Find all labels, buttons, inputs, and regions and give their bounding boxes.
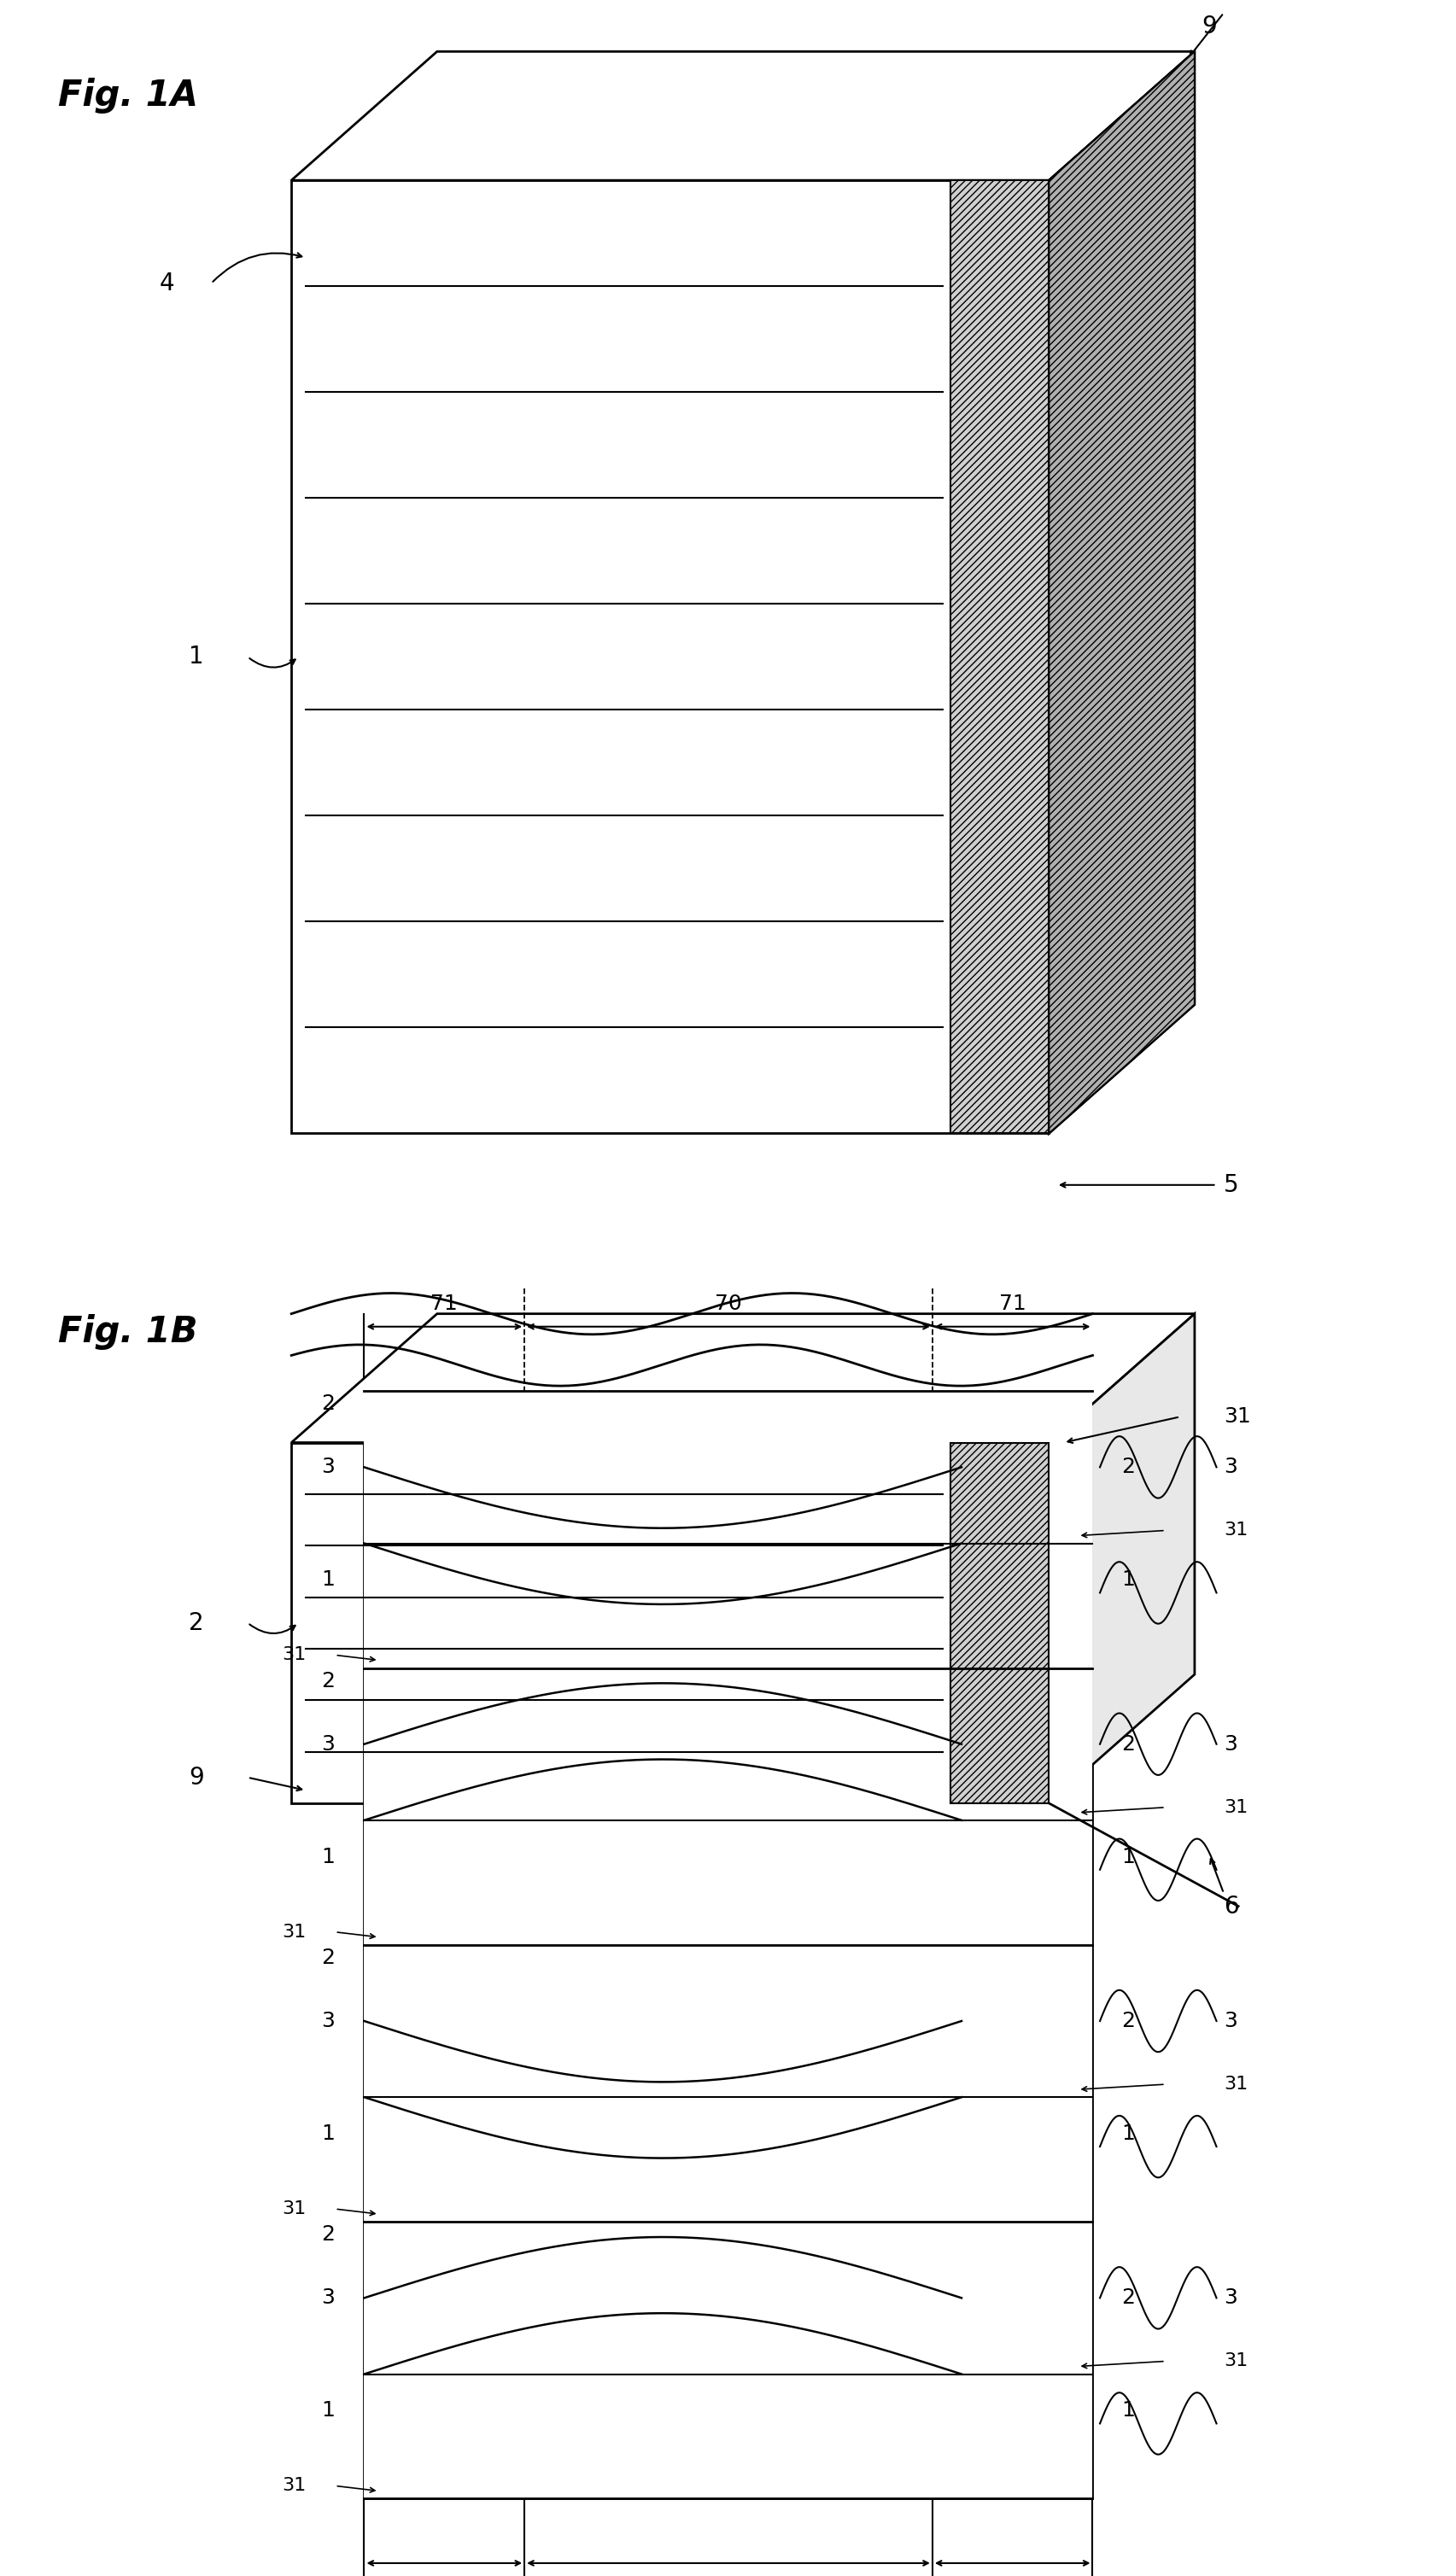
Text: 31: 31 bbox=[281, 1646, 306, 1664]
Text: 6: 6 bbox=[1223, 1893, 1238, 1919]
Bar bbox=[364, 1669, 1092, 1821]
Text: 3: 3 bbox=[1223, 1458, 1236, 1479]
Text: 4: 4 bbox=[160, 270, 175, 296]
Text: 5: 5 bbox=[1223, 1172, 1238, 1198]
Text: 2: 2 bbox=[1121, 2012, 1134, 2032]
Text: 71: 71 bbox=[999, 1293, 1025, 1314]
Text: 3: 3 bbox=[1223, 1734, 1236, 1754]
Text: 31: 31 bbox=[1223, 2352, 1248, 2370]
Text: 2: 2 bbox=[322, 2226, 335, 2244]
Text: 31: 31 bbox=[1223, 1406, 1251, 1427]
Bar bbox=[364, 1821, 1092, 1945]
Text: 2: 2 bbox=[1121, 1734, 1134, 1754]
Bar bbox=[364, 2097, 1092, 2221]
Bar bbox=[364, 1391, 1092, 2499]
Text: 2: 2 bbox=[322, 1394, 335, 1414]
Text: 31: 31 bbox=[1223, 1798, 1248, 1816]
Text: 31: 31 bbox=[281, 1924, 306, 1940]
Text: 9: 9 bbox=[189, 1765, 204, 1790]
Text: Fig. 1B: Fig. 1B bbox=[58, 1314, 198, 1350]
Text: 1: 1 bbox=[322, 1569, 335, 1589]
Bar bbox=[364, 1543, 1092, 1669]
Text: 3: 3 bbox=[322, 1734, 335, 1754]
Polygon shape bbox=[1048, 52, 1194, 1133]
Text: 1: 1 bbox=[322, 2123, 335, 2143]
Text: 3: 3 bbox=[1223, 2012, 1236, 2032]
Polygon shape bbox=[291, 52, 1194, 180]
Bar bbox=[364, 1391, 1092, 1543]
Bar bbox=[949, 180, 1048, 1133]
Text: 1: 1 bbox=[1121, 2123, 1134, 2143]
Text: 2: 2 bbox=[322, 1672, 335, 1690]
Text: 2: 2 bbox=[322, 1947, 335, 1968]
Text: 31: 31 bbox=[281, 2200, 306, 2218]
Text: 3: 3 bbox=[322, 2287, 335, 2308]
Polygon shape bbox=[1048, 52, 1194, 1133]
Bar bbox=[949, 1443, 1048, 1803]
Text: 3: 3 bbox=[322, 2012, 335, 2032]
Text: 1: 1 bbox=[1121, 1847, 1134, 1868]
Text: 1: 1 bbox=[1121, 1569, 1134, 1589]
Text: 70: 70 bbox=[715, 1293, 741, 1314]
Text: 3: 3 bbox=[1223, 2287, 1236, 2308]
Polygon shape bbox=[291, 1314, 1194, 1443]
Polygon shape bbox=[1048, 1314, 1194, 1803]
Text: 31: 31 bbox=[281, 2478, 306, 2494]
Text: 2: 2 bbox=[1121, 1458, 1134, 1479]
Text: 31: 31 bbox=[1223, 1522, 1248, 1538]
Text: 2: 2 bbox=[189, 1610, 204, 1636]
Text: Fig. 1A: Fig. 1A bbox=[58, 77, 198, 113]
Text: 1: 1 bbox=[189, 644, 204, 670]
Bar bbox=[364, 1945, 1092, 2097]
Text: 71: 71 bbox=[431, 1293, 457, 1314]
Bar bbox=[364, 2221, 1092, 2375]
Text: 1: 1 bbox=[322, 1847, 335, 1868]
Text: 2: 2 bbox=[1121, 2287, 1134, 2308]
Text: 1: 1 bbox=[1121, 2401, 1134, 2421]
Text: 31: 31 bbox=[1223, 2076, 1248, 2092]
Bar bbox=[364, 2375, 1092, 2499]
Text: 3: 3 bbox=[322, 1458, 335, 1479]
Text: 9: 9 bbox=[1201, 15, 1216, 39]
Text: 1: 1 bbox=[322, 2401, 335, 2421]
